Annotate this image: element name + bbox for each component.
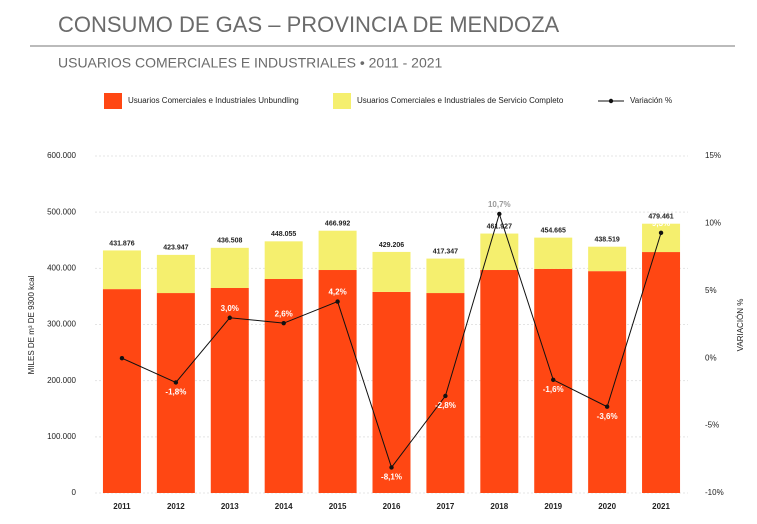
bar-segment (156, 293, 195, 493)
data-label: -3,6% (597, 412, 618, 421)
bar-segment (642, 252, 681, 493)
total-label: 448.055 (271, 231, 296, 238)
x-tick-label: 2020 (598, 502, 616, 511)
data-label: 4,2% (328, 288, 346, 297)
bar-segment (102, 289, 141, 493)
line-point (335, 299, 340, 304)
total-label: 431.876 (109, 240, 134, 247)
total-label: 417.347 (433, 248, 458, 255)
y2-tick-label: 15% (705, 151, 721, 160)
bar-segment (372, 251, 411, 292)
total-label: 436.508 (217, 238, 242, 245)
y-tick-label: 0 (72, 488, 77, 497)
x-tick-label: 2019 (544, 502, 562, 511)
line-point (389, 465, 394, 470)
x-tick-label: 2011 (113, 502, 131, 511)
total-label: 454.665 (541, 227, 566, 234)
bar-segment (426, 258, 465, 294)
line-point (658, 230, 664, 236)
bar-segment (426, 293, 465, 493)
line-point (227, 315, 232, 320)
x-tick-label: 2015 (329, 502, 347, 511)
y-tick-label: 600.000 (47, 151, 76, 160)
legend-swatch (333, 93, 351, 109)
y2-tick-label: 10% (705, 219, 721, 228)
y-tick-label: 500.000 (47, 207, 76, 216)
bar-segment (210, 287, 249, 493)
y-axis-label: MILES DE m³ DE 9300 kcal (27, 275, 36, 374)
bar-segment (642, 223, 681, 253)
x-tick-label: 2012 (167, 502, 185, 511)
bar-segment (156, 254, 195, 294)
y2-tick-label: -10% (705, 488, 724, 497)
data-label: -1,8% (165, 388, 186, 397)
total-label: 461.927 (487, 223, 512, 230)
y-tick-label: 100.000 (47, 432, 76, 441)
x-tick-label: 2013 (221, 502, 239, 511)
line-point (281, 320, 286, 326)
total-label: 438.519 (594, 237, 619, 244)
x-tick-label: 2014 (275, 502, 293, 511)
legend-swatch (104, 93, 122, 109)
data-label: -2,8% (435, 401, 456, 410)
x-tick-label: 2018 (490, 502, 508, 511)
total-label: 479.461 (648, 214, 673, 221)
bar-segment (264, 279, 303, 493)
y-tick-label: 400.000 (47, 263, 76, 272)
bar-segment (264, 241, 303, 280)
line-point (551, 377, 556, 382)
data-label: -8,1% (381, 472, 402, 481)
bar-segment (588, 271, 627, 493)
data-label: 3,0% (221, 304, 239, 313)
bar-segment (534, 237, 573, 269)
chart-subtitle: USUARIOS COMERCIALES E INDUSTRIALES • 20… (58, 55, 443, 71)
bar-segment (480, 233, 519, 271)
total-label: 466.992 (325, 221, 350, 228)
x-tick-label: 2017 (437, 502, 455, 511)
x-tick-label: 2016 (383, 502, 401, 511)
data-label: 10,7% (488, 200, 511, 209)
bar-segment (480, 270, 519, 493)
y-tick-label: 200.000 (47, 376, 76, 385)
legend-label: Usuarios Comerciales e Industriales de S… (357, 96, 564, 105)
bar-segment (588, 246, 627, 272)
line-point (497, 211, 502, 217)
y2-tick-label: 5% (705, 286, 717, 295)
total-label: 429.206 (379, 242, 404, 249)
y2-tick-label: 0% (705, 353, 717, 362)
legend-label: Usuarios Comerciales e Industriales Unbu… (128, 96, 299, 105)
y2-tick-label: -5% (705, 421, 719, 430)
x-tick-label: 2021 (652, 502, 670, 511)
line-point (173, 380, 179, 385)
chart-title: CONSUMO DE GAS – PROVINCIA DE MENDOZA (58, 12, 560, 37)
bar-segment (102, 250, 141, 290)
bar-segment (210, 247, 249, 288)
data-label: 2,6% (275, 309, 293, 318)
y-tick-label: 300.000 (47, 320, 76, 329)
line-point (604, 404, 610, 409)
line-point (119, 356, 125, 361)
total-label: 423.947 (163, 245, 188, 252)
line-point (443, 393, 448, 399)
legend-label: Variación % (630, 96, 672, 105)
data-label: -1,6% (543, 385, 564, 394)
y2-axis-label: VARIACIÓN % (736, 299, 745, 352)
bar-segment (372, 291, 411, 493)
data-label: 9,3% (652, 219, 670, 228)
bar-segment (318, 230, 357, 271)
legend-point (608, 98, 614, 104)
